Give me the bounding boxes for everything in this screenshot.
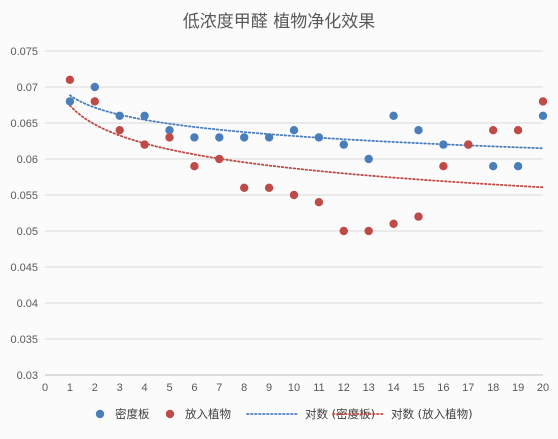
series-2-point xyxy=(339,226,348,236)
series-2-point xyxy=(90,97,100,106)
series-2-point xyxy=(538,97,548,106)
series-1-point xyxy=(90,82,100,92)
series-1-point xyxy=(115,111,124,121)
series-1-point xyxy=(439,140,448,149)
y-tick-label: 0.035 xyxy=(10,334,38,346)
series-1-point xyxy=(414,126,423,135)
series-1-point xyxy=(364,154,373,164)
legend-marker xyxy=(95,409,105,419)
x-tick-label: 9 xyxy=(266,382,272,394)
x-tick-label: 0 xyxy=(42,382,48,394)
series-1-point xyxy=(314,133,324,142)
series-2-point xyxy=(464,140,473,149)
series-2-point xyxy=(439,162,448,171)
x-tick-label: 18 xyxy=(487,382,499,394)
x-tick-label: 6 xyxy=(191,382,197,394)
series-2-point xyxy=(289,190,299,200)
legend-marker xyxy=(165,409,175,419)
y-tick-label: 0.03 xyxy=(17,370,38,382)
y-tick-label: 0.06 xyxy=(17,154,38,166)
y-tick-label: 0.07 xyxy=(17,82,38,94)
grid-layer xyxy=(45,50,543,376)
series-1-point xyxy=(65,97,75,106)
series-2-point xyxy=(364,226,373,236)
series-2-point xyxy=(314,198,324,207)
legend-label: 放入植物 xyxy=(185,407,231,421)
series-1-point xyxy=(165,126,174,135)
y-tick-label: 0.065 xyxy=(10,118,38,130)
axis-layer: 0.03 0.035 0.04 0.045 0.05 0.055 0.06 0.065 0.07… xyxy=(10,46,549,394)
x-tick-label: 11 xyxy=(313,382,324,394)
series-2-point xyxy=(489,126,498,135)
series-2-point xyxy=(65,75,75,85)
y-tick-label: 0.04 xyxy=(17,298,38,310)
x-tick-label: 2 xyxy=(92,382,98,394)
x-tick-label: 10 xyxy=(288,382,300,394)
x-tick-label: 17 xyxy=(462,382,474,394)
series-2-point xyxy=(115,126,124,135)
y-tick-label: 0.05 xyxy=(17,226,38,238)
series-1-point xyxy=(215,133,224,142)
x-tick-label: 16 xyxy=(437,382,449,394)
x-tick-label: 7 xyxy=(216,382,222,394)
legend: 密度板 放入植物 对数 (密度板) 对数 (放入植物) xyxy=(95,407,473,421)
series-1-point xyxy=(240,133,249,142)
legend-label: 对数 (密度板) xyxy=(305,407,375,421)
y-tick-label: 0.055 xyxy=(10,190,38,202)
series-2-point xyxy=(389,219,398,228)
series-1-point xyxy=(538,111,548,121)
series-1-point xyxy=(264,133,274,142)
series-2-point xyxy=(264,183,274,192)
series-2-point xyxy=(190,162,199,171)
x-tick-label: 19 xyxy=(512,382,524,394)
x-tick-label: 13 xyxy=(363,382,375,394)
series-1-point xyxy=(140,111,149,121)
x-tick-label: 1 xyxy=(67,382,73,394)
chart-title: 低浓度甲醛 植物净化效果 xyxy=(183,12,375,32)
x-tick-label: 15 xyxy=(412,382,424,394)
x-tick-label: 8 xyxy=(241,382,247,394)
x-tick-label: 4 xyxy=(142,382,148,394)
trendline-1 xyxy=(69,94,544,150)
x-tick-label: 3 xyxy=(117,382,123,394)
series-2-point xyxy=(215,154,224,164)
x-tick-label: 20 xyxy=(537,382,549,394)
x-tick-label: 12 xyxy=(338,382,350,394)
legend-label: 对数 (放入植物) xyxy=(391,407,473,421)
series-2-point xyxy=(414,212,423,221)
series-1-point xyxy=(513,162,523,171)
series-2-point xyxy=(140,140,149,149)
series-2-point xyxy=(513,126,523,135)
series-1-point xyxy=(339,140,348,149)
points-layer xyxy=(65,75,548,236)
trendline-layer xyxy=(69,94,544,189)
legend-label: 密度板 xyxy=(115,407,150,421)
series-1-point xyxy=(289,126,299,135)
x-tick-label: 5 xyxy=(166,382,172,394)
series-2-point xyxy=(165,133,174,142)
x-tick-label: 14 xyxy=(387,382,399,394)
y-tick-label: 0.075 xyxy=(10,46,38,58)
y-tick-label: 0.045 xyxy=(10,262,38,274)
series-1-point xyxy=(190,133,199,142)
series-1-point xyxy=(389,111,398,121)
series-1-point xyxy=(489,162,498,171)
series-2-point xyxy=(240,183,249,192)
